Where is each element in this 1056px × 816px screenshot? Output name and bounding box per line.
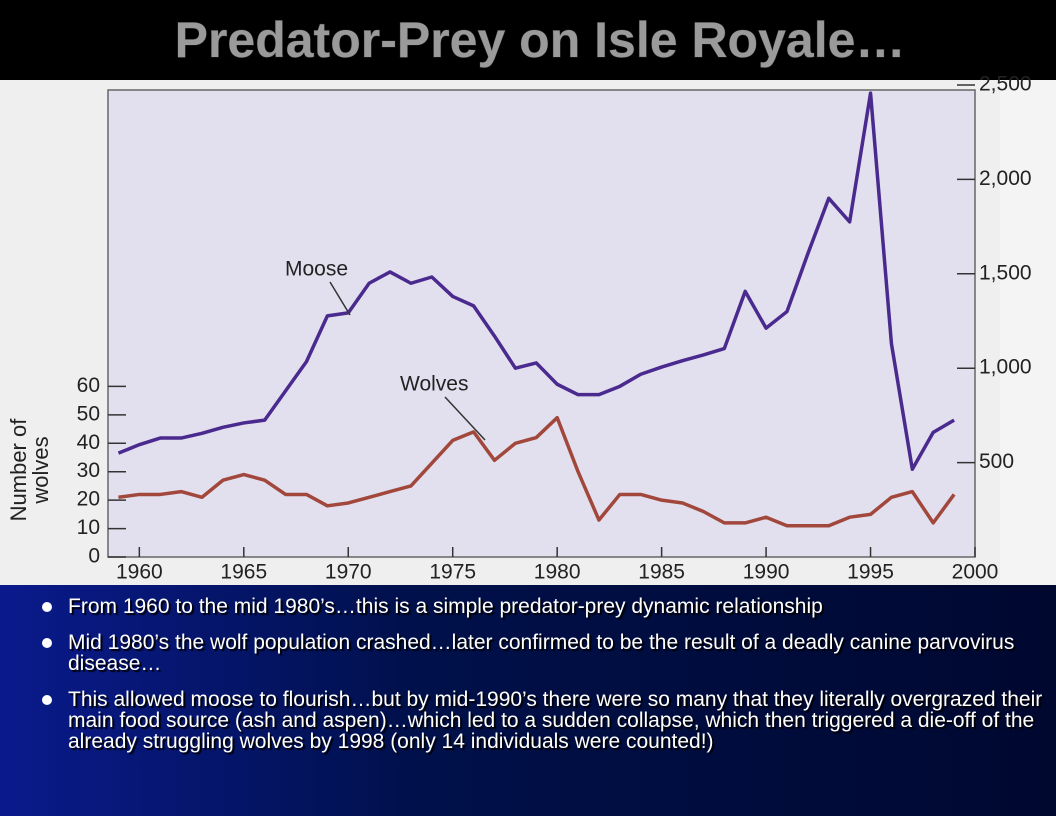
y-axis-label: Number ofwolves bbox=[6, 418, 53, 522]
x-tick-label: 2000 bbox=[952, 561, 999, 584]
x-tick-label: 1970 bbox=[325, 561, 372, 584]
x-tick-label: 1965 bbox=[220, 561, 267, 584]
y-tick-label: 20 bbox=[77, 488, 100, 511]
y2-tick-label: 2,500 bbox=[979, 73, 1032, 96]
y-tick-label: 0 bbox=[88, 545, 100, 568]
y-tick-label: 40 bbox=[77, 431, 100, 454]
series-line bbox=[117, 91, 955, 471]
y-tick-label: 10 bbox=[77, 516, 100, 539]
slide-title: Predator-Prey on Isle Royale… bbox=[175, 12, 906, 68]
y-axis-label-line: Number of bbox=[6, 418, 31, 522]
x-tick-label: 1990 bbox=[743, 561, 790, 584]
label-leader bbox=[444, 396, 486, 441]
bullet: From 1960 to the mid 1980’s…this is a si… bbox=[40, 596, 1056, 617]
x-tick-label: 1985 bbox=[638, 561, 685, 584]
slide-background bbox=[0, 585, 1056, 816]
y-tick-label: 30 bbox=[77, 459, 100, 482]
y2-tick-label: 2,000 bbox=[979, 167, 1032, 190]
plot-area bbox=[107, 89, 976, 558]
y2-tick-label: 500 bbox=[979, 450, 1014, 473]
y-tick-label: 60 bbox=[77, 374, 100, 397]
y-axis-label-line: wolves bbox=[28, 436, 53, 504]
y-tick-label: 50 bbox=[77, 402, 100, 425]
bullet-list: From 1960 to the mid 1980’s…this is a si… bbox=[40, 596, 1056, 767]
x-tick-label: 1960 bbox=[116, 561, 163, 584]
y2-tick-label: 1,000 bbox=[979, 356, 1032, 379]
label-leader bbox=[329, 281, 351, 316]
x-tick-label: 1995 bbox=[847, 561, 894, 584]
series-line bbox=[118, 415, 956, 528]
chart-background bbox=[1000, 80, 1056, 585]
x-tick-label: 1980 bbox=[534, 561, 581, 584]
bullet: Mid 1980’s the wolf population crashed…l… bbox=[40, 632, 1056, 674]
x-tick-label: 1975 bbox=[429, 561, 476, 584]
series-label: Moose bbox=[285, 258, 348, 281]
series-label: Wolves bbox=[400, 373, 468, 396]
bullet: This allowed moose to flourish…but by mi… bbox=[40, 689, 1056, 752]
y2-tick-label: 1,500 bbox=[979, 261, 1032, 284]
